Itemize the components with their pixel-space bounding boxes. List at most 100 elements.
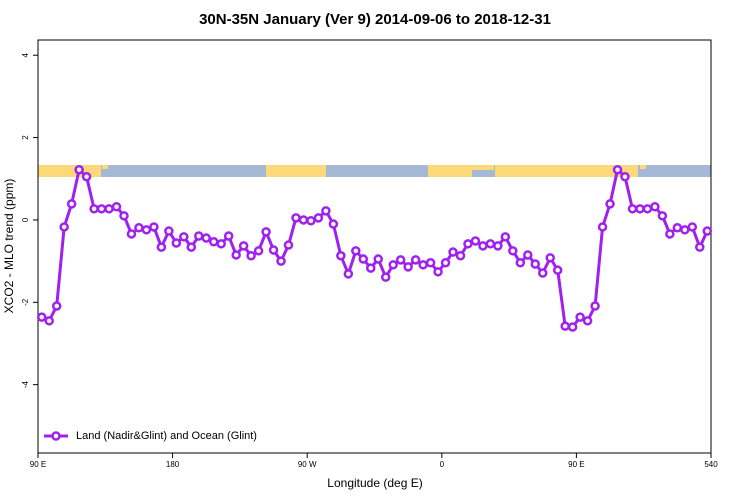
data-point xyxy=(373,254,383,264)
data-point xyxy=(395,255,406,265)
data-point xyxy=(605,199,615,209)
data-point xyxy=(500,232,511,242)
data-point xyxy=(448,247,458,257)
data-point xyxy=(253,246,264,256)
data-point xyxy=(403,262,413,272)
y-tick-label: -4 xyxy=(21,381,30,389)
data-point xyxy=(380,272,391,282)
y-tick-label: 4 xyxy=(21,52,30,57)
data-point xyxy=(81,171,92,182)
data-point xyxy=(51,301,62,311)
data-point xyxy=(650,202,660,212)
data-point xyxy=(328,219,339,229)
data-point xyxy=(523,250,533,260)
data-point xyxy=(485,239,496,249)
data-point xyxy=(74,164,84,175)
data-point xyxy=(194,231,204,241)
series-line xyxy=(41,166,709,329)
data-point xyxy=(111,202,122,212)
data-point xyxy=(418,260,428,270)
data-point xyxy=(530,259,541,269)
data-point xyxy=(104,204,114,214)
data-point xyxy=(66,199,77,209)
y-tick-label: -2 xyxy=(21,298,30,306)
legend-marker xyxy=(51,431,61,441)
data-point xyxy=(567,322,578,332)
data-point xyxy=(89,204,99,214)
data-point xyxy=(545,253,555,263)
data-point xyxy=(657,211,668,221)
data-point xyxy=(59,222,69,232)
x-tick-label: 90 E xyxy=(568,460,584,469)
data-point xyxy=(687,222,698,232)
data-point xyxy=(44,316,54,326)
data-point xyxy=(552,265,563,275)
data-point xyxy=(388,260,398,270)
data-point xyxy=(538,268,548,278)
data-point xyxy=(478,241,488,251)
data-point xyxy=(560,321,570,331)
legend-label: Land (Nadir&Glint) and Ocean (Glint) xyxy=(76,430,257,442)
data-point xyxy=(119,211,129,221)
data-point xyxy=(463,239,473,249)
data-point xyxy=(627,204,638,214)
data-point xyxy=(702,226,713,236)
data-point xyxy=(96,204,107,214)
data-point xyxy=(597,222,608,232)
data-point xyxy=(186,242,197,252)
data-point xyxy=(680,225,690,235)
data-point xyxy=(508,246,518,256)
data-point xyxy=(336,251,346,261)
x-tick-label: 180 xyxy=(166,460,180,469)
data-point xyxy=(695,242,705,252)
data-point xyxy=(298,215,309,225)
data-point xyxy=(358,254,369,264)
data-point xyxy=(268,245,279,255)
data-point xyxy=(216,239,226,249)
land-ocean-strip xyxy=(38,165,711,177)
data-point xyxy=(582,316,593,326)
data-point xyxy=(208,237,219,247)
data-point xyxy=(126,229,137,239)
data-point xyxy=(575,312,585,322)
data-point xyxy=(179,232,189,242)
data-point xyxy=(306,216,316,226)
x-tick-label: 90 W xyxy=(298,460,317,469)
plot-frame xyxy=(37,39,712,454)
data-point xyxy=(612,164,623,175)
data-point xyxy=(261,227,271,237)
data-point xyxy=(672,223,683,233)
y-tick-label: 2 xyxy=(21,135,30,140)
data-point xyxy=(134,223,144,233)
data-point xyxy=(635,204,645,214)
x-tick-label: 0 xyxy=(440,460,445,469)
data-point xyxy=(493,241,503,251)
data-point xyxy=(291,213,301,223)
data-point xyxy=(343,269,354,279)
x-axis-label: Longitude (deg E) xyxy=(327,476,422,490)
data-point xyxy=(238,241,249,251)
data-point xyxy=(515,258,526,268)
data-point xyxy=(36,312,47,322)
data-point xyxy=(201,233,211,243)
data-point xyxy=(164,226,174,236)
data-point xyxy=(283,240,294,250)
chart-title: 30N-35N January (Ver 9) 2014-09-06 to 20… xyxy=(199,11,551,28)
data-point xyxy=(246,251,256,261)
data-point xyxy=(351,246,361,256)
data-point xyxy=(366,263,376,273)
data-point xyxy=(440,258,451,268)
data-point xyxy=(455,251,466,261)
x-tick-label: 90 E xyxy=(30,460,46,469)
y-axis-label: XCO2 - MLO trend (ppm) xyxy=(2,179,16,314)
data-point xyxy=(171,238,182,248)
data-point xyxy=(231,250,241,260)
data-point xyxy=(156,242,167,252)
data-point xyxy=(313,213,324,223)
data-point xyxy=(149,222,159,232)
data-point xyxy=(141,225,152,235)
data-point xyxy=(425,258,436,268)
data-point xyxy=(642,204,653,214)
y-tick-label: 0 xyxy=(21,217,30,222)
data-point xyxy=(620,171,630,182)
